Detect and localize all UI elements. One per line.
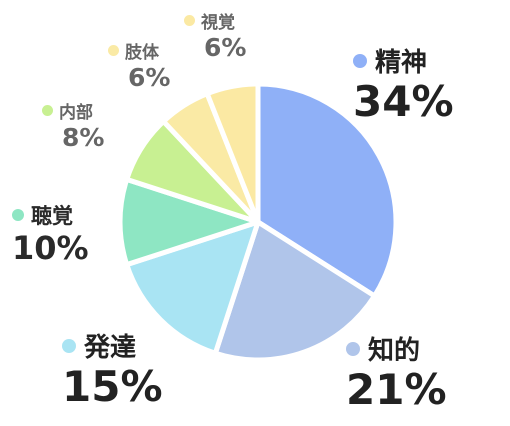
slice-name: 肢体 (125, 43, 159, 63)
slice-percent: 6% (128, 63, 171, 92)
slice-percent: 15% (62, 362, 163, 411)
slice-percent: 34% (353, 77, 454, 126)
label-hattatsu: 発達 15% (62, 327, 163, 408)
label-naibu: 内部 8% (42, 98, 104, 150)
legend-dot-icon (12, 209, 24, 221)
label-seishin: 精神 34% (353, 42, 454, 123)
slice-name: 内部 (59, 103, 93, 123)
legend-dot-icon (184, 15, 195, 26)
slice-percent: 6% (204, 33, 247, 62)
slice-percent: 21% (346, 365, 447, 414)
slice-chiteki (212, 219, 378, 363)
slice-name: 知的 (368, 336, 421, 366)
slice-name: 発達 (84, 333, 137, 363)
label-shikaku: 視覚 6% (184, 8, 246, 60)
legend-dot-icon (346, 341, 360, 356)
slice-name: 精神 (375, 48, 428, 78)
legend-dot-icon (353, 53, 367, 68)
label-shitai: 肢体 6% (108, 38, 170, 90)
slice-percent: 8% (62, 123, 105, 152)
legend-dot-icon (42, 105, 53, 116)
slice-percent: 10% (12, 229, 89, 267)
slice-shikaku (204, 81, 261, 225)
label-chiteki: 知的 21% (346, 330, 447, 411)
label-choukaku: 聴覚 10% (12, 200, 89, 264)
slice-name: 視覚 (201, 13, 235, 33)
slice-name: 聴覚 (31, 204, 73, 228)
legend-dot-icon (108, 45, 119, 56)
legend-dot-icon (62, 338, 76, 353)
